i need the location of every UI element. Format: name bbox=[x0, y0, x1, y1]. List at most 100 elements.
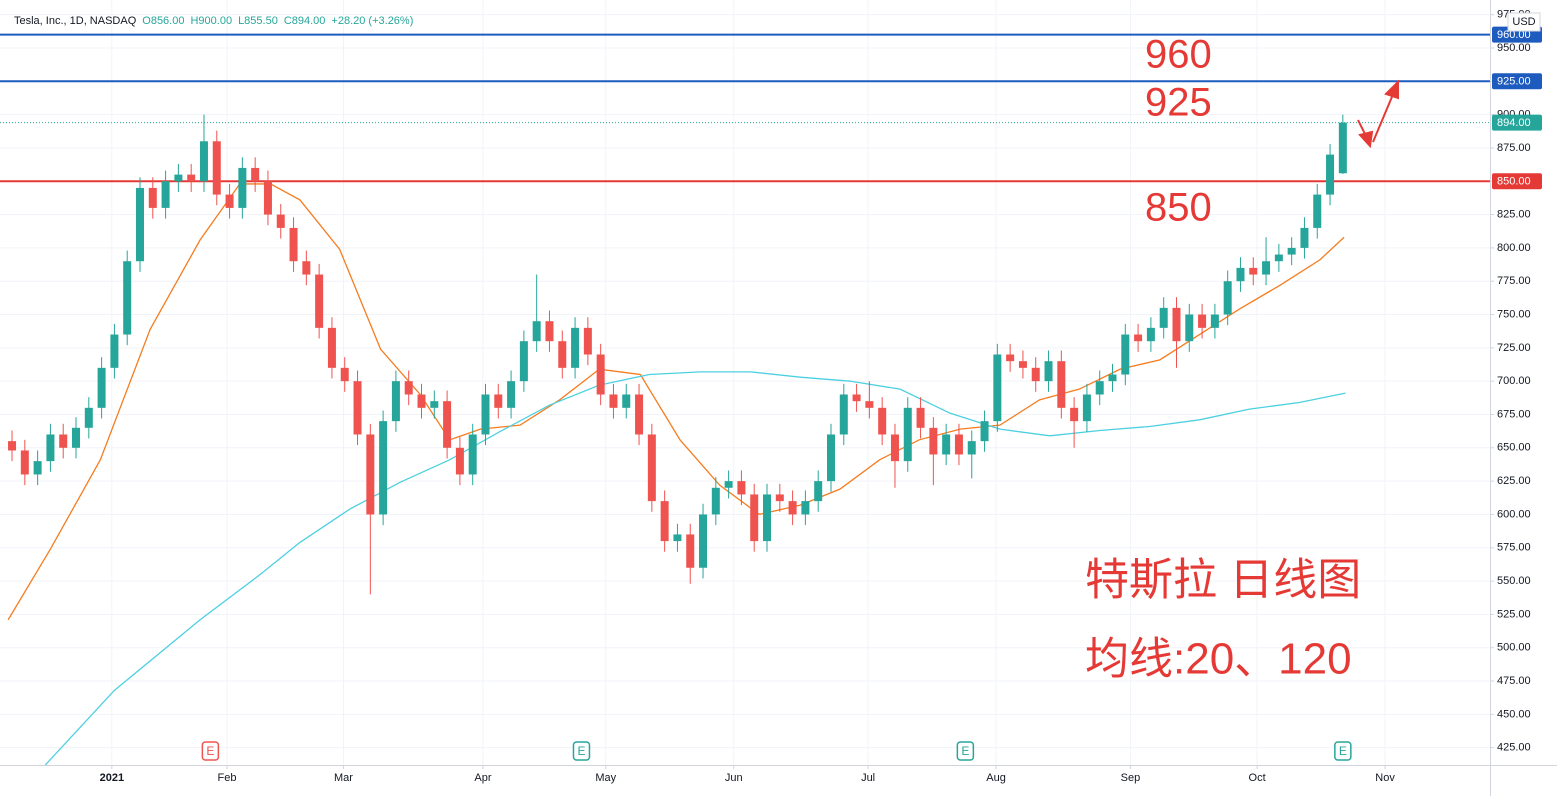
arrows bbox=[1357, 79, 1399, 149]
candle-body bbox=[826, 434, 835, 482]
candle-body bbox=[596, 354, 605, 395]
candle-body bbox=[993, 354, 1002, 422]
high: H900.00 bbox=[190, 15, 232, 27]
candle-body bbox=[980, 421, 989, 442]
y-tick-label: 525.00 bbox=[1497, 608, 1531, 620]
candle-body bbox=[1108, 374, 1117, 382]
x-tick-label: Oct bbox=[1249, 772, 1266, 784]
candle-body bbox=[33, 461, 42, 475]
candle-body bbox=[494, 394, 503, 408]
candle-body bbox=[391, 381, 400, 422]
candle-body bbox=[1300, 227, 1309, 248]
level-label-box bbox=[1492, 173, 1542, 190]
candle-body bbox=[647, 434, 656, 502]
symbol: Tesla, Inc., 1D, NASDAQ bbox=[14, 15, 137, 27]
candle-body bbox=[532, 321, 541, 342]
candle-body bbox=[263, 181, 272, 215]
candle-body bbox=[1223, 281, 1232, 315]
candle-body bbox=[916, 407, 925, 428]
y-tick-label: 950.00 bbox=[1497, 42, 1531, 54]
candle-body bbox=[788, 501, 797, 515]
candle-body bbox=[97, 367, 106, 408]
candle-body bbox=[199, 141, 208, 182]
candle-body bbox=[315, 274, 324, 328]
candle-body bbox=[455, 447, 464, 475]
level-label-box bbox=[1492, 73, 1542, 90]
open: O856.00 bbox=[142, 15, 184, 27]
y-tick-label: 550.00 bbox=[1497, 575, 1531, 587]
candle-body bbox=[929, 427, 938, 455]
candle-body bbox=[187, 174, 196, 182]
y-tick-label: 700.00 bbox=[1497, 375, 1531, 387]
candle-body bbox=[1031, 367, 1040, 382]
candle-body bbox=[225, 194, 234, 208]
y-tick-label: 475.00 bbox=[1497, 675, 1531, 687]
candle-body bbox=[763, 494, 772, 542]
x-tick-label: Nov bbox=[1375, 772, 1395, 784]
y-tick-label: 875.00 bbox=[1497, 142, 1531, 154]
candle-body bbox=[366, 434, 375, 515]
candle-body bbox=[289, 227, 298, 262]
earnings-marker bbox=[572, 741, 591, 761]
annotation: 960 bbox=[1145, 33, 1212, 77]
change: +28.20 (+3.26%) bbox=[331, 15, 413, 27]
candle-body bbox=[1146, 327, 1155, 342]
level-label: 960.00 bbox=[1497, 29, 1531, 41]
candle-body bbox=[481, 394, 490, 435]
level-label-box bbox=[1492, 114, 1542, 131]
moving-average bbox=[44, 371, 1346, 765]
candle-body bbox=[942, 434, 951, 455]
candle-body bbox=[84, 407, 93, 428]
candle-body bbox=[1121, 334, 1130, 375]
annotation: 均线:20、120 bbox=[1085, 635, 1352, 684]
candle-body bbox=[519, 341, 528, 382]
candle-body bbox=[545, 321, 554, 342]
x-tick-label: Mar bbox=[334, 772, 353, 784]
level-label: 925.00 bbox=[1497, 76, 1531, 88]
y-tick-label: 750.00 bbox=[1497, 308, 1531, 320]
candle-body bbox=[327, 327, 336, 368]
y-tick-label: 725.00 bbox=[1497, 342, 1531, 354]
y-tick-label: 825.00 bbox=[1497, 208, 1531, 220]
candle-body bbox=[954, 434, 963, 455]
annotation: 925 bbox=[1145, 81, 1212, 125]
y-tick-label: 625.00 bbox=[1497, 475, 1531, 487]
earnings-marker bbox=[201, 741, 220, 761]
candle-body bbox=[558, 341, 567, 368]
candle-body bbox=[724, 481, 733, 488]
candle-body bbox=[251, 167, 260, 182]
candle-body bbox=[1313, 194, 1322, 228]
candle-body bbox=[1249, 267, 1258, 275]
currency: USD bbox=[1512, 16, 1535, 28]
candle-body bbox=[148, 187, 157, 208]
annotation: 特斯拉 日线图 bbox=[1085, 556, 1361, 605]
y-tick-label: 425.00 bbox=[1497, 742, 1531, 754]
candle-body bbox=[276, 214, 285, 228]
candle-body bbox=[8, 441, 17, 451]
candle-body bbox=[430, 401, 439, 408]
candle-body bbox=[1262, 261, 1271, 275]
candle-body bbox=[814, 481, 823, 502]
annotation: 850 bbox=[1145, 186, 1212, 230]
candle-body bbox=[1198, 314, 1207, 328]
candle-body bbox=[1134, 334, 1143, 342]
candle-body bbox=[673, 534, 682, 542]
y-tick-label: 800.00 bbox=[1497, 242, 1531, 254]
x-tick-label: 2021 bbox=[100, 772, 124, 784]
candle-body bbox=[1006, 354, 1015, 362]
candle-body bbox=[801, 501, 810, 515]
low: L855.50 bbox=[238, 15, 278, 27]
candle-body bbox=[404, 381, 413, 395]
earnings-label: E bbox=[206, 744, 214, 758]
candle-body bbox=[46, 434, 55, 462]
candle-body bbox=[635, 394, 644, 435]
earnings-label: E bbox=[961, 744, 969, 758]
earnings-label: E bbox=[577, 744, 585, 758]
earnings-marker bbox=[1334, 741, 1352, 761]
arrow-head bbox=[1358, 130, 1374, 149]
candle-body bbox=[865, 401, 874, 408]
level-label: 850.00 bbox=[1497, 176, 1531, 188]
